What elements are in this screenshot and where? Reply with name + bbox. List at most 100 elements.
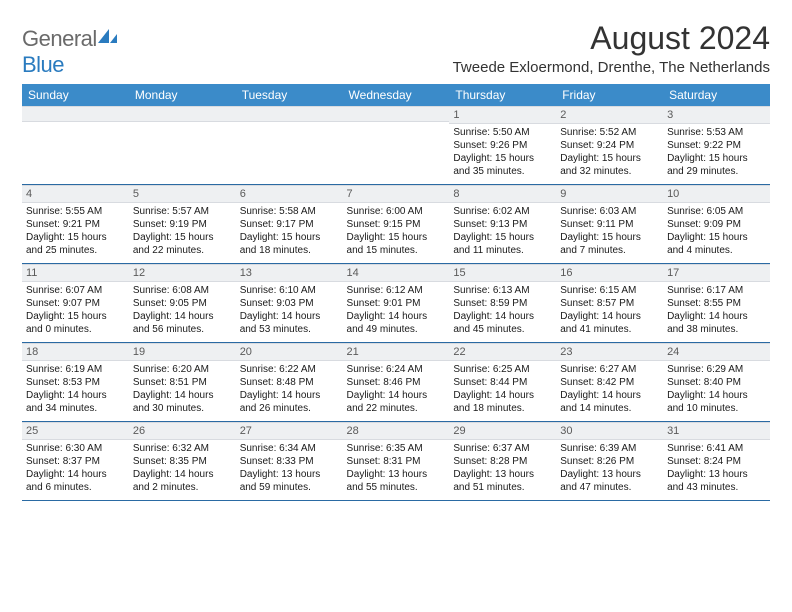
sunset-text: Sunset: 8:57 PM — [560, 297, 659, 310]
daylight-text-2: and 18 minutes. — [453, 402, 552, 415]
daylight-text-2: and 43 minutes. — [667, 481, 766, 494]
day-cell — [129, 106, 236, 185]
day-number-empty — [22, 106, 129, 122]
dayname-wed: Wednesday — [343, 84, 450, 106]
sunrise-text: Sunrise: 5:52 AM — [560, 126, 659, 139]
sunrise-text: Sunrise: 6:39 AM — [560, 442, 659, 455]
daylight-text-2: and 32 minutes. — [560, 165, 659, 178]
sunrise-text: Sunrise: 6:30 AM — [26, 442, 125, 455]
daylight-text-1: Daylight: 15 hours — [240, 231, 339, 244]
dayname-row: Sunday Monday Tuesday Wednesday Thursday… — [22, 84, 770, 106]
daylight-text-1: Daylight: 15 hours — [667, 152, 766, 165]
day-body: Sunrise: 6:29 AMSunset: 8:40 PMDaylight:… — [663, 361, 770, 421]
daylight-text-2: and 53 minutes. — [240, 323, 339, 336]
day-cell: 25Sunrise: 6:30 AMSunset: 8:37 PMDayligh… — [22, 422, 129, 501]
daylight-text-2: and 29 minutes. — [667, 165, 766, 178]
daylight-text-2: and 34 minutes. — [26, 402, 125, 415]
sunset-text: Sunset: 8:26 PM — [560, 455, 659, 468]
day-cell: 30Sunrise: 6:39 AMSunset: 8:26 PMDayligh… — [556, 422, 663, 501]
day-number: 11 — [22, 264, 129, 282]
day-number: 24 — [663, 343, 770, 361]
sunset-text: Sunset: 8:24 PM — [667, 455, 766, 468]
logo-sail-icon — [97, 28, 119, 46]
daylight-text-1: Daylight: 14 hours — [26, 389, 125, 402]
day-body: Sunrise: 5:53 AMSunset: 9:22 PMDaylight:… — [663, 124, 770, 184]
logo-text: GeneralBlue — [22, 26, 119, 78]
daylight-text-1: Daylight: 14 hours — [453, 310, 552, 323]
day-cell: 20Sunrise: 6:22 AMSunset: 8:48 PMDayligh… — [236, 343, 343, 422]
day-number: 26 — [129, 422, 236, 440]
sunset-text: Sunset: 9:05 PM — [133, 297, 232, 310]
day-body: Sunrise: 5:58 AMSunset: 9:17 PMDaylight:… — [236, 203, 343, 263]
day-cell: 19Sunrise: 6:20 AMSunset: 8:51 PMDayligh… — [129, 343, 236, 422]
sunrise-text: Sunrise: 6:32 AM — [133, 442, 232, 455]
day-number: 5 — [129, 185, 236, 203]
sunset-text: Sunset: 8:35 PM — [133, 455, 232, 468]
sunset-text: Sunset: 9:09 PM — [667, 218, 766, 231]
sunset-text: Sunset: 8:59 PM — [453, 297, 552, 310]
day-cell: 4Sunrise: 5:55 AMSunset: 9:21 PMDaylight… — [22, 185, 129, 264]
daylight-text-1: Daylight: 15 hours — [560, 231, 659, 244]
sunset-text: Sunset: 9:17 PM — [240, 218, 339, 231]
sunrise-text: Sunrise: 5:57 AM — [133, 205, 232, 218]
day-body: Sunrise: 6:12 AMSunset: 9:01 PMDaylight:… — [343, 282, 450, 342]
daylight-text-1: Daylight: 13 hours — [560, 468, 659, 481]
sunset-text: Sunset: 8:44 PM — [453, 376, 552, 389]
day-cell: 22 Sunrise: 6:25 AMSunset: 8:44 PMDayligh… — [449, 343, 556, 422]
sunset-text: Sunset: 8:51 PM — [133, 376, 232, 389]
sunset-text: Sunset: 9:21 PM — [26, 218, 125, 231]
daylight-text-2: and 22 minutes. — [347, 402, 446, 415]
logo: GeneralBlue — [22, 20, 119, 78]
day-number: 18 — [22, 343, 129, 361]
day-number: 2 — [556, 106, 663, 124]
daylight-text-2: and 35 minutes. — [453, 165, 552, 178]
day-cell: 21Sunrise: 6:24 AMSunset: 8:46 PMDayligh… — [343, 343, 450, 422]
week-row: 4Sunrise: 5:55 AMSunset: 9:21 PMDaylight… — [22, 185, 770, 264]
day-body-empty — [129, 122, 236, 180]
day-body: Sunrise: 5:50 AMSunset: 9:26 PMDaylight:… — [449, 124, 556, 184]
day-cell — [343, 106, 450, 185]
day-body: Sunrise: 5:52 AMSunset: 9:24 PMDaylight:… — [556, 124, 663, 184]
sunrise-text: Sunrise: 5:53 AM — [667, 126, 766, 139]
sunrise-text: Sunrise: 6:29 AM — [667, 363, 766, 376]
dayname-fri: Friday — [556, 84, 663, 106]
daylight-text-1: Daylight: 14 hours — [26, 468, 125, 481]
dayname-sun: Sunday — [22, 84, 129, 106]
day-number: 8 — [449, 185, 556, 203]
sunset-text: Sunset: 9:15 PM — [347, 218, 446, 231]
daylight-text-2: and 51 minutes. — [453, 481, 552, 494]
day-number: 7 — [343, 185, 450, 203]
daylight-text-1: Daylight: 14 hours — [667, 310, 766, 323]
daylight-text-1: Daylight: 14 hours — [453, 389, 552, 402]
sunrise-text: Sunrise: 6:19 AM — [26, 363, 125, 376]
day-body: Sunrise: 6:41 AMSunset: 8:24 PMDaylight:… — [663, 440, 770, 500]
daylight-text-1: Daylight: 14 hours — [240, 310, 339, 323]
day-number: 10 — [663, 185, 770, 203]
daylight-text-1: Daylight: 15 hours — [560, 152, 659, 165]
day-body: Sunrise: 6:24 AMSunset: 8:46 PMDaylight:… — [343, 361, 450, 421]
daylight-text-2: and 59 minutes. — [240, 481, 339, 494]
sunset-text: Sunset: 8:33 PM — [240, 455, 339, 468]
daylight-text-2: and 0 minutes. — [26, 323, 125, 336]
daylight-text-1: Daylight: 14 hours — [667, 389, 766, 402]
daylight-text-2: and 11 minutes. — [453, 244, 552, 257]
sunset-text: Sunset: 8:55 PM — [667, 297, 766, 310]
sunset-text: Sunset: 9:01 PM — [347, 297, 446, 310]
day-body: Sunrise: 6:00 AMSunset: 9:15 PMDaylight:… — [343, 203, 450, 263]
day-body: Sunrise: 6:15 AMSunset: 8:57 PMDaylight:… — [556, 282, 663, 342]
day-cell: 28Sunrise: 6:35 AMSunset: 8:31 PMDayligh… — [343, 422, 450, 501]
daylight-text-1: Daylight: 15 hours — [453, 231, 552, 244]
day-cell: 13Sunrise: 6:10 AMSunset: 9:03 PMDayligh… — [236, 264, 343, 343]
day-number: 22 — [449, 343, 556, 361]
sunset-text: Sunset: 8:31 PM — [347, 455, 446, 468]
day-cell: 16Sunrise: 6:15 AMSunset: 8:57 PMDayligh… — [556, 264, 663, 343]
day-number: 15 — [449, 264, 556, 282]
day-body: Sunrise: 6:32 AMSunset: 8:35 PMDaylight:… — [129, 440, 236, 500]
sunrise-text: Sunrise: 6:02 AM — [453, 205, 552, 218]
sunrise-text: Sunrise: 6:25 AM — [453, 363, 552, 376]
daylight-text-1: Daylight: 14 hours — [133, 468, 232, 481]
location: Tweede Exloermond, Drenthe, The Netherla… — [453, 59, 770, 76]
week-row: 1Sunrise: 5:50 AMSunset: 9:26 PMDaylight… — [22, 106, 770, 185]
day-number: 21 — [343, 343, 450, 361]
calendar-table: Sunday Monday Tuesday Wednesday Thursday… — [22, 84, 770, 501]
